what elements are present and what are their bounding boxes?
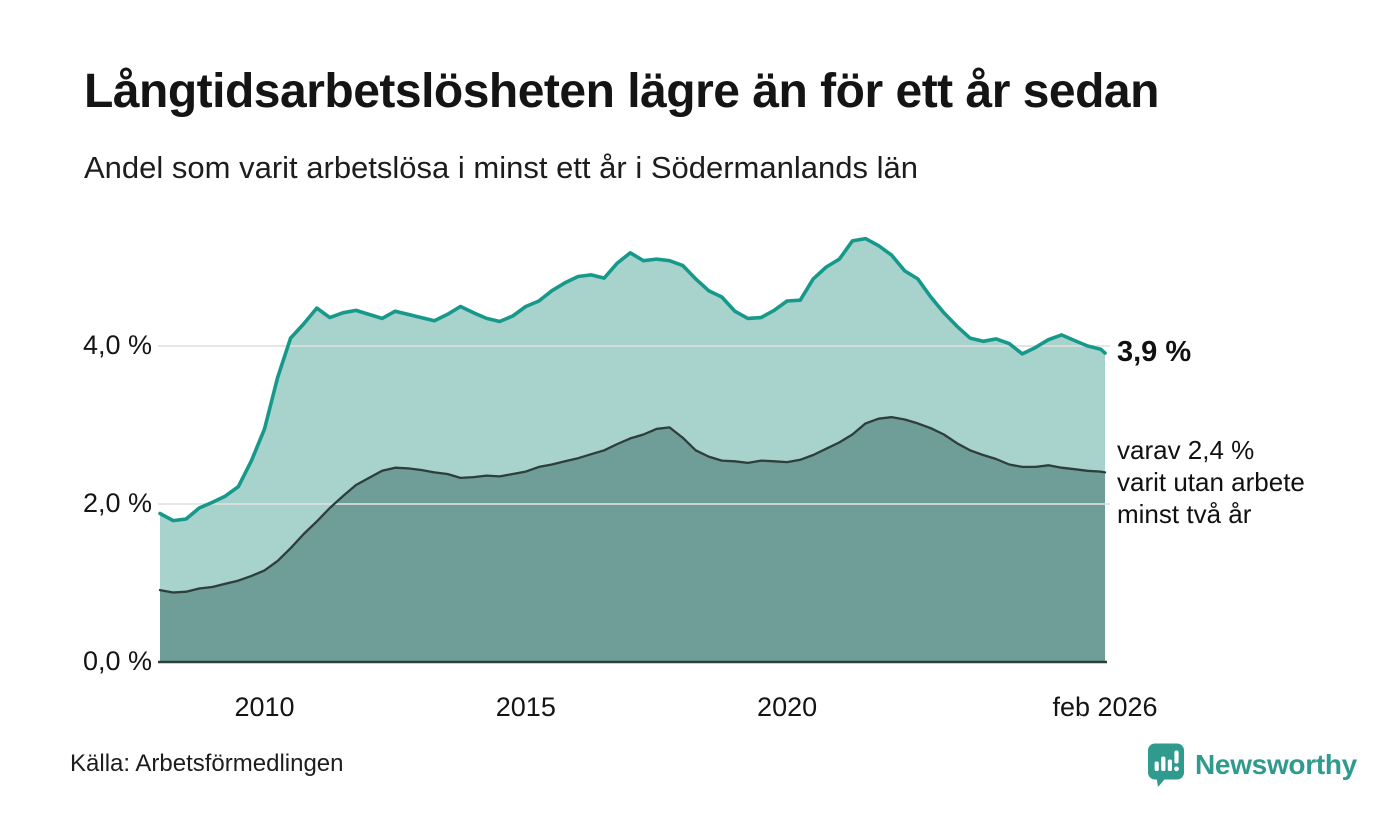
- latest-value-label: 3,9 %: [1117, 336, 1192, 368]
- subset-annotation: varav 2,4 % varit utan arbete minst två …: [1117, 435, 1305, 529]
- area-fill-two-years: [160, 417, 1105, 662]
- line-two-years: [158, 415, 1107, 594]
- brand-name: Newsworthy: [1195, 749, 1357, 780]
- y-tick-label: 0,0 %: [82, 646, 152, 676]
- page-title: Långtidsarbetslösheten lägre än för ett …: [84, 65, 1159, 118]
- x-tick-label: 2020: [757, 692, 818, 722]
- line-total: [158, 236, 1107, 523]
- x-tick-label: 2015: [495, 692, 556, 722]
- page-subtitle: Andel som varit arbetslösa i minst ett å…: [84, 150, 918, 185]
- x-tick-label: feb 2026: [1052, 692, 1158, 722]
- y-tick-label: 4,0 %: [82, 330, 152, 360]
- newsworthy-chart-bubble-icon: [1148, 743, 1184, 787]
- source-note: Källa: Arbetsförmedlingen: [70, 750, 344, 777]
- x-tick-label: 2010: [234, 692, 295, 722]
- y-tick-label: 2,0 %: [82, 488, 152, 518]
- brand-logo: Newsworthy: [1146, 742, 1357, 788]
